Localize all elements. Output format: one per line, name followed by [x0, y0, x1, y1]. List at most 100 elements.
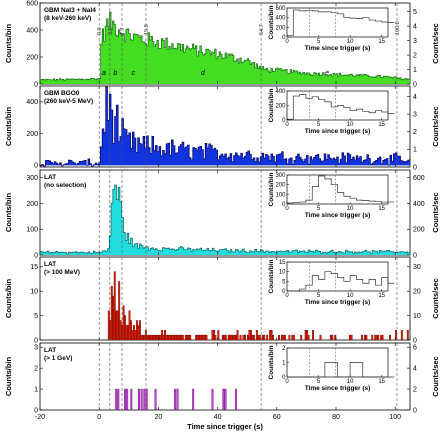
count-bar [381, 334, 384, 340]
inset-y-tick-label: 2 [282, 346, 286, 352]
count-bar [196, 334, 199, 340]
count-bar [375, 334, 378, 340]
inset-y-tick-label: 200 [275, 104, 286, 110]
inset-x-tick-label: 15 [378, 39, 385, 45]
count-bar [124, 315, 127, 340]
count-bar [389, 334, 391, 340]
panel-title: LAT [44, 261, 56, 268]
count-bar [162, 334, 165, 340]
panel-title: LAT [44, 347, 56, 354]
count-bar [137, 325, 140, 340]
panel-title: LAT [44, 174, 56, 181]
inset-x-tick-label: 10 [347, 293, 354, 299]
y-right-tick-label: 4 [413, 23, 417, 30]
count-bar [115, 310, 118, 340]
count-bar [380, 334, 383, 340]
segment-label: c [131, 70, 135, 77]
panel-2: 0 200 400 0 1 2 3 4 Counts/bin Counts/sec GBM BGO0… [4, 85, 440, 171]
y-axis-right-label: Counts/sec [431, 23, 440, 63]
count-bar [175, 334, 178, 340]
count-bar [187, 334, 190, 340]
inset-x-tick-label: 5 [317, 122, 321, 128]
count-bar [406, 330, 409, 340]
inset-x-tick-label: 5 [317, 379, 321, 385]
inset-x-tick-label: 15 [378, 206, 385, 212]
inset-x-tick-label: 0 [285, 293, 289, 299]
event-bar [235, 388, 238, 410]
count-bar [141, 334, 144, 340]
x-axis-label: Time since trigger (s) [187, 422, 263, 431]
count-bar [155, 334, 158, 340]
count-bar [252, 334, 255, 340]
event-bar [126, 388, 129, 410]
inset-series [287, 271, 395, 292]
count-bar [281, 334, 283, 340]
count-bar [131, 330, 134, 340]
event-bar [117, 388, 120, 410]
panel-subtitle: (no selection) [44, 182, 86, 189]
count-bar [233, 334, 236, 340]
count-bar [189, 334, 192, 340]
panel-subtitle: (260 keV-5 MeV) [44, 98, 93, 105]
panel-1: 0 200 400 600 0 1 2 3 4 5 Counts/bin Counts/sec GBM … [4, 0, 440, 88]
count-bar [152, 334, 155, 340]
inset-x-tick-label: 5 [317, 206, 321, 212]
y-tick-label: 3 [34, 344, 38, 351]
count-bar [116, 310, 119, 340]
count-bar [331, 334, 334, 340]
count-bar [249, 330, 252, 340]
x-tick-label: 60 [273, 414, 281, 421]
inset-y-tick-label: 300 [275, 173, 286, 179]
y-axis-label: Counts/bin [4, 357, 13, 397]
histogram-outline [40, 11, 410, 84]
count-bar [146, 334, 149, 340]
inset-y-tick-label: 15 [279, 260, 286, 266]
interval-value-label: 100.6 [395, 21, 401, 35]
count-bar [312, 330, 315, 340]
count-bar [181, 334, 184, 340]
interval-value-label: 7.7 [120, 27, 126, 35]
inset-x-tick-label: 10 [347, 39, 354, 45]
count-bar [171, 334, 174, 340]
inset: 0 5 10 15 0 5 10 15 Time since trigger (s) Counts… [268, 260, 395, 306]
y-axis-label: Counts/bin [4, 193, 13, 233]
x-tick-label: 20 [155, 414, 163, 421]
event-bar [176, 388, 179, 410]
histogram-fill [40, 184, 410, 255]
count-bar [288, 334, 291, 340]
inset-x-label: Time since trigger (s) [305, 45, 371, 52]
count-bar [164, 330, 167, 340]
count-bar [272, 334, 275, 340]
inset-x-label: Time since trigger (s) [305, 385, 371, 392]
inset: 0 100 200 300 0 5 10 15 Time since trigger (s) Co… [268, 173, 395, 219]
count-bar [350, 334, 353, 340]
x-tick-label: 40 [214, 414, 222, 421]
count-bar [235, 334, 238, 340]
event-bar [130, 388, 133, 410]
inset-x-tick-label: 10 [347, 122, 354, 128]
count-bar [168, 334, 171, 340]
interval-value-label: 0.0 [97, 27, 103, 35]
count-bar [184, 334, 187, 340]
inset-y-label: Counts/bin [268, 260, 275, 294]
inset-y-tick-label: 10 [279, 270, 286, 276]
y-tick-label: 400 [26, 27, 38, 34]
y-tick-label: 200 [26, 131, 38, 138]
count-bar [159, 334, 162, 340]
count-bar [128, 310, 131, 340]
count-bar [363, 334, 366, 340]
count-bar [223, 334, 226, 340]
y-axis-right-label: Counts/sec [431, 278, 440, 318]
count-bar [212, 330, 215, 340]
y-tick-label: 300 [26, 175, 38, 182]
count-bar [400, 330, 403, 340]
count-bar [329, 334, 332, 340]
inset-series [287, 94, 395, 120]
event-bar [192, 388, 195, 410]
inset-y-tick-label: 0 [282, 289, 286, 295]
inset-x-tick-label: 15 [378, 379, 385, 385]
y-right-tick-label: 200 [413, 227, 425, 234]
count-bar [133, 325, 135, 340]
y-right-tick-label: 0 [413, 252, 417, 259]
